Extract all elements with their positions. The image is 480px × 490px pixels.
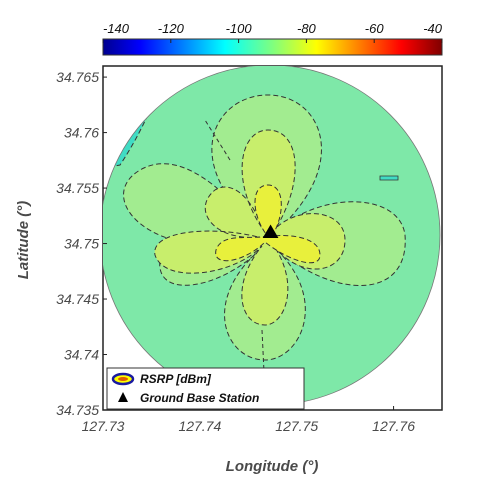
colorbar-ticks: -140 -120 -100 -80 -60 -40 (102, 21, 443, 43)
triangle-icon (118, 392, 128, 402)
colorbar-tick-label: -140 (103, 21, 130, 36)
ground-base-station-marker (262, 224, 279, 238)
y-tick-label: 34.75 (64, 236, 99, 252)
x-tick-label: 127.76 (372, 418, 415, 434)
legend-label-rsrp: RSRP [dBm] (140, 372, 212, 386)
y-axis-ticks: 34.735 34.74 34.745 34.75 34.755 34.76 34.765 (56, 69, 107, 418)
colorbar-tick-label: -120 (158, 21, 185, 36)
y-tick-label: 34.765 (56, 69, 99, 85)
x-axis-ticks: 127.73 127.74 127.75 127.76 (82, 406, 415, 434)
legend-label-base-station: Ground Base Station (140, 391, 259, 405)
contour-seam-upper-left (204, 119, 231, 161)
contour-level-0-patch-ne (379, 175, 399, 181)
legend-entry-rsrp: RSRP [dBm] (111, 372, 212, 386)
y-axis-label: Latitude (°) (15, 201, 32, 280)
x-tick-label: 127.74 (178, 418, 221, 434)
contour-seam-lower (261, 329, 265, 373)
x-axis-label: Longitude (°) (226, 458, 319, 475)
y-tick-label: 34.745 (56, 291, 99, 307)
legend: RSRP [dBm] Ground Base Station (106, 367, 305, 410)
y-tick-label: 34.755 (56, 180, 99, 196)
legend-entry-base-station: Ground Base Station (118, 391, 259, 405)
colorbar-tick-label: -60 (365, 21, 385, 36)
legend-box (106, 367, 305, 410)
contour-level-4 (215, 184, 321, 264)
colorbar: -140 -120 -100 -80 -60 -40 (102, 21, 443, 56)
colorbar-tick-label: -80 (297, 21, 317, 36)
y-tick-label: 34.76 (64, 125, 99, 141)
y-tick-label: 34.74 (64, 347, 99, 363)
colorbar-gradient (102, 38, 443, 56)
x-tick-label: 127.73 (82, 418, 125, 434)
contour-ellipse-icon-inner (118, 377, 128, 381)
x-tick-label: 127.75 (275, 418, 318, 434)
y-tick-label: 34.735 (56, 402, 99, 418)
colorbar-tick-label: -100 (226, 21, 253, 36)
colorbar-tick-label: -40 (423, 21, 443, 36)
